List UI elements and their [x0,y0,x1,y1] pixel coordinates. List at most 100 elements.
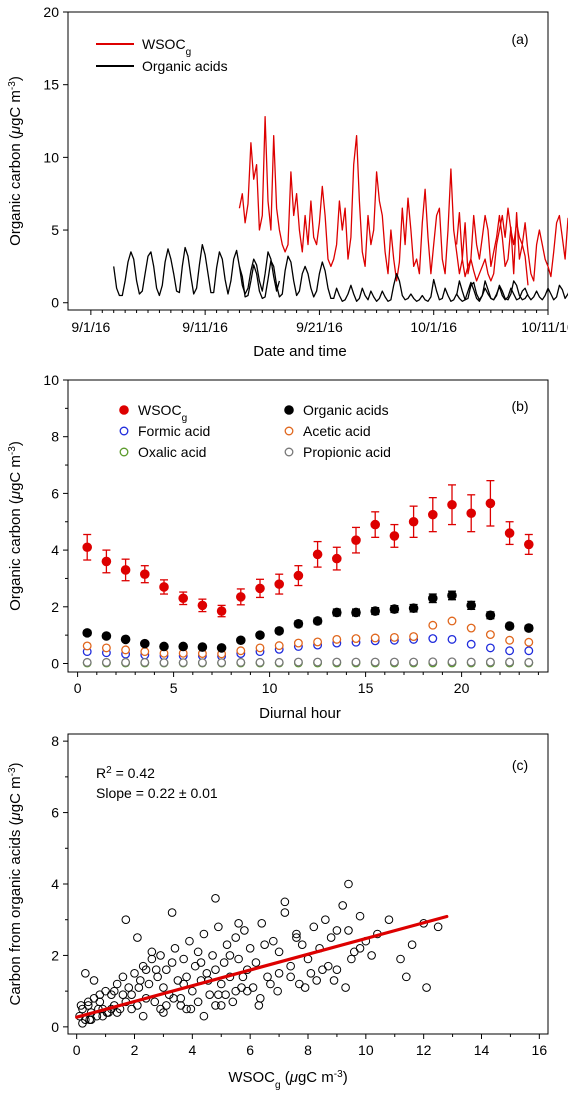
panel-c-xlabel-pre: WSOC [228,1069,275,1086]
panel-a-series-0-segment-1 [455,211,568,282]
panel-a-ytick-label-3: 15 [43,77,59,93]
panel-b-point-5-16 [389,657,399,667]
panel-c-point-136 [292,933,301,942]
panel-c-ytick-label-2: 4 [51,876,59,892]
panel-a-ytick-label-0: 0 [51,295,59,311]
panel-c-point-39 [188,986,197,996]
panel-c-xlabel-sub: g [275,1080,281,1091]
panel-b-legend-marker-2 [119,426,129,436]
panel-c-point-105 [329,976,339,985]
panel-a-xtick-label-1: 9/11/16 [182,319,228,335]
panel-b-point-0-3 [140,569,150,579]
panel-b-legend-name-3: Acetic acid [303,423,371,439]
panel-c-point-110 [138,1011,148,1021]
panel-c-point-145 [134,983,144,992]
panel-b-point-0-1 [101,556,112,567]
panel-c-point-127 [141,965,151,975]
panel-b-point-1-9 [255,630,265,640]
panel-b-point-1-11 [293,619,304,629]
panel-b-point-3-3 [140,647,150,657]
panel-b-point-2-20 [466,639,476,649]
panel-c-point-81 [384,915,394,925]
panel-a-label: (a) [511,31,528,47]
panel-b-point-3-20 [466,623,476,633]
panel-b-point-3-19 [447,616,457,626]
panel-b-ylabel-post: ) [7,441,24,446]
panel-b-ylabel-pre: Organic carbon ( [7,499,24,611]
panel-c-point-63 [269,936,278,946]
panel-b-point-5-9 [255,657,265,667]
panel-c-xtick-label-1: 2 [131,1042,139,1058]
panel-c-point-59 [245,943,255,953]
panel-c-point-64 [274,947,284,957]
panel-a-xtick-label-4: 10/11/16 [521,319,568,335]
panel-b-legend-marker-0 [119,405,129,415]
panel-b-point-3-12 [313,637,323,647]
panel-b-legend-sub-0: g [182,413,188,424]
panel-b-xtick-label-1: 5 [170,680,178,696]
panel-c-point-89 [167,908,177,917]
panel-c-point-37 [182,972,191,982]
panel-c-point-19 [130,968,139,978]
panel-c-point-57 [240,926,249,935]
panel-c-point-98 [81,968,90,978]
panel-c-xtick-label-4: 8 [304,1042,312,1058]
panel-c-point-50 [219,958,229,967]
panel-b-legend-marker-4 [119,447,129,457]
panel-b-point-1-20 [466,600,477,611]
panel-c-point-40 [190,961,200,971]
panel-c-point-155 [318,965,327,975]
panel-c-point-44 [202,968,212,978]
panel-b-point-1-12 [312,616,323,626]
panel-c-point-9 [101,986,110,996]
panel-c-point-41 [193,947,203,957]
panel-a-legend-sub-0: g [186,47,192,58]
panel-c-point-91 [280,897,290,907]
panel-b-point-2-18 [428,634,438,643]
panel-b-point-0-18 [428,509,438,520]
panel-c-point-117 [266,979,275,989]
panel-c-point-120 [323,961,333,971]
panel-c-point-94 [422,983,431,992]
panel-c-point-90 [234,918,243,928]
panel-b-legend-name-0: WSOC [138,402,182,418]
panel-b-point-3-16 [389,632,399,642]
panel-b-point-5-20 [466,657,476,667]
panel-c-point-46 [208,951,217,960]
panel-b-point-0-4 [159,582,169,592]
panel-c-point-34 [173,976,183,985]
panel-c-point-137 [312,976,321,985]
panel-a-ylabel-pre: Organic carbon ( [7,134,24,246]
panel-a-xtick-label-0: 9/1/16 [71,319,110,335]
panel-b-point-3-18 [428,620,438,630]
panel-a-series-1-segment-0 [113,243,281,297]
panel-b-legend-label-5: Propionic acid [303,444,391,460]
panel-a-legend-label-0: WSOCg [142,36,191,58]
panel-c-point-122 [367,951,376,960]
panel-a: 0 5 10 15 20 9/1/16 9/11/16 9/21/16 10/1/16 10/11… [7,4,568,360]
panel-b-ytick-label-1: 2 [51,599,59,615]
panel-b-point-0-16 [389,531,400,541]
panel-c-ylabel-mid: gC m [7,776,24,812]
panel-b-point-1-5 [178,641,188,652]
panel-a-ylabel-sup: -3 [7,81,18,90]
panel-b-legend-label-2: Formic acid [138,423,210,439]
panel-a-series-1-segment-2 [455,280,568,301]
panel-b-point-0-11 [293,570,304,581]
panel-c-point-135 [274,968,284,978]
panel-b-ytick-label-4: 8 [51,429,59,445]
panel-b-point-3-23 [524,637,534,647]
panel-c-point-25 [147,954,157,964]
panel-b-point-1-14 [351,607,361,618]
panel-b-point-3-14 [351,634,361,643]
panel-b-point-2-22 [505,646,515,656]
panel-c-point-115 [231,986,241,996]
panel-b-xtick-label-4: 20 [454,680,470,696]
panel-b-ytick-label-0: 0 [51,655,59,671]
panel-c-point-24 [144,979,154,989]
panel-b-legend-marker-3 [284,426,294,436]
panel-b-point-3-1 [101,643,111,653]
panel-c-point-17 [124,983,134,992]
panel-b-point-0-7 [216,606,227,616]
panel-b-legend-name-4: Oxalic acid [138,444,206,460]
